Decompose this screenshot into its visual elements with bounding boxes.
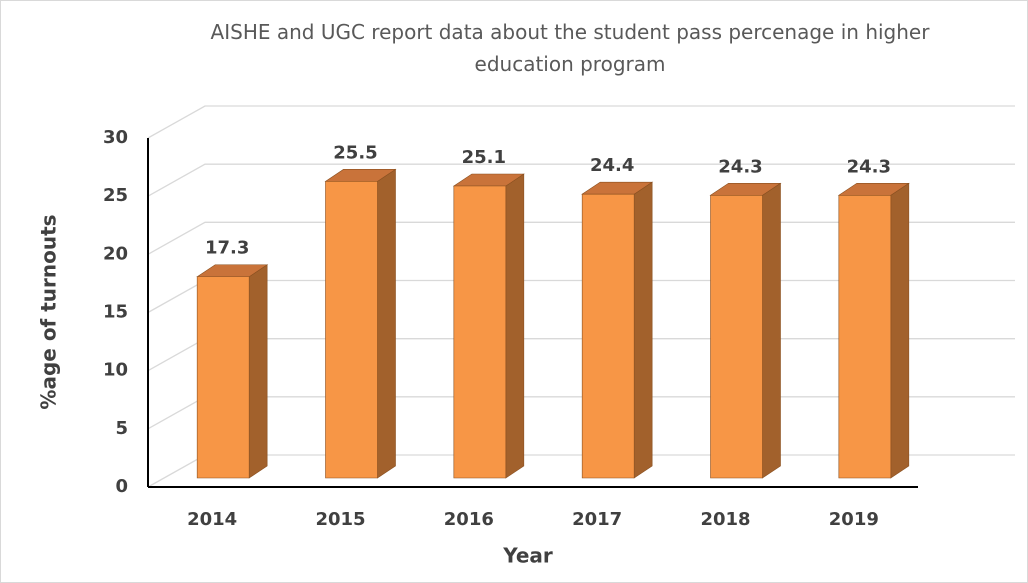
bar-side [377,168,396,479]
data-label: 25.1 [462,147,506,168]
bar-front [838,195,892,479]
bar-front [325,181,378,479]
x-tick-label: 2019 [829,509,879,530]
grid-line [147,105,1015,139]
x-tick-label: 2016 [444,509,494,530]
bar-side [762,182,781,479]
chart-title: AISHE and UGC report data about the stud… [210,20,930,76]
data-label: 24.4 [590,155,634,176]
bar-front [196,276,250,479]
y-tick-label: 15 [103,302,128,323]
bar-side [633,181,653,479]
bar-side [248,264,268,479]
x-axis-label: Year [502,544,553,568]
bar [452,173,525,479]
y-tick-label: 20 [103,243,128,264]
bar-front [710,195,763,479]
bar-side [505,173,525,479]
bar [324,168,397,479]
grid-line [147,163,1015,197]
x-tick-label: 2014 [187,509,237,530]
y-tick-label: 10 [103,360,128,381]
y-tick-label: 5 [115,418,128,439]
bar [709,182,782,479]
x-tick-label: 2018 [700,509,750,530]
bar [196,264,269,479]
data-label: 17.3 [205,238,249,259]
data-label: 24.3 [847,156,891,177]
y-tick-label: 0 [115,476,128,497]
y-tick-label: 30 [103,127,128,148]
bar [581,181,654,479]
y-tick-label: 25 [103,185,128,206]
data-label: 25.5 [333,142,377,163]
x-tick-label: 2017 [572,509,622,530]
bar-front [453,185,507,479]
x-tick-label: 2015 [315,509,365,530]
bar [837,182,910,479]
bar-front [581,193,635,479]
y-axis-label: %age of turnouts [37,214,61,409]
data-label: 24.3 [718,156,762,177]
bar-side [890,182,910,479]
